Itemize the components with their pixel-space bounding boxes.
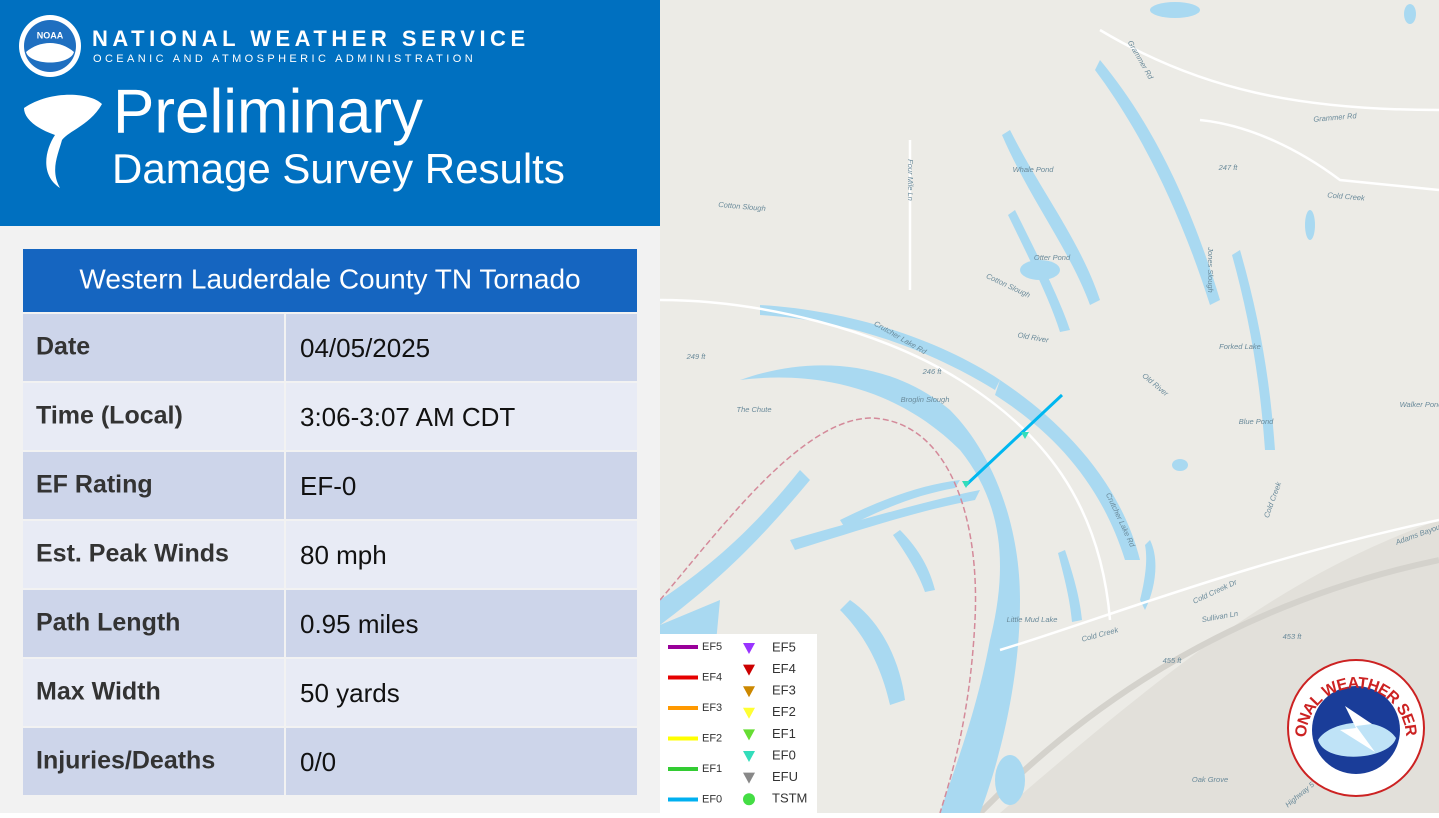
table-title: Western Lauderdale County TN Tornado bbox=[79, 263, 580, 294]
legend-label: EF1 bbox=[702, 763, 722, 775]
map-label: Grammer Rd bbox=[1313, 111, 1358, 124]
map-label: Cotton Slough bbox=[718, 200, 766, 213]
noaa-text: NOAA bbox=[37, 30, 64, 40]
map-label: Cold Creek bbox=[1327, 190, 1366, 202]
map-label: Little Mud Lake bbox=[1007, 615, 1058, 624]
row-value: 0/0 bbox=[300, 747, 336, 777]
label-cell bbox=[23, 314, 284, 381]
tornado-track bbox=[963, 393, 1064, 488]
map-label: 247 ft bbox=[1218, 163, 1239, 172]
row-value: 04/05/2025 bbox=[300, 333, 430, 363]
legend-label: EF3 bbox=[772, 683, 796, 698]
row-value: 3:06-3:07 AM CDT bbox=[300, 402, 515, 432]
ef0-marker bbox=[962, 481, 970, 488]
map-label: 453 ft bbox=[1283, 632, 1303, 641]
map-label: Oak Grove bbox=[1192, 775, 1228, 784]
map-label: 246 ft bbox=[922, 367, 943, 376]
map-label: Whale Pond bbox=[1013, 165, 1055, 174]
legend-marker bbox=[743, 751, 755, 762]
label-cell bbox=[23, 659, 284, 726]
value-cell bbox=[286, 728, 637, 795]
table-title-bar bbox=[23, 249, 637, 312]
legend-marker bbox=[743, 707, 755, 719]
legend-label: EF5 bbox=[702, 641, 722, 653]
row-label: EF Rating bbox=[36, 471, 153, 499]
row-label: Max Width bbox=[36, 678, 161, 706]
agency: NATIONAL WEATHER SERVICE bbox=[92, 26, 530, 51]
value-cell bbox=[286, 314, 637, 381]
value-cell bbox=[286, 383, 637, 450]
legend-marker bbox=[743, 686, 755, 698]
ef0-marker bbox=[1021, 432, 1029, 439]
legend-marker bbox=[743, 772, 755, 784]
map-label: Forked Lake bbox=[1219, 342, 1261, 351]
tornado-icon bbox=[24, 94, 102, 188]
legend-label: EF2 bbox=[702, 732, 722, 744]
map-label: 455 ft bbox=[1163, 656, 1183, 665]
legend-label: EFU bbox=[772, 769, 798, 784]
map-label: The Chute bbox=[736, 405, 771, 414]
value-cell bbox=[286, 452, 637, 519]
row-value: 80 mph bbox=[300, 540, 387, 570]
legend-label: EF1 bbox=[772, 726, 796, 741]
map-label: Jones Slough bbox=[1206, 246, 1215, 292]
title: Preliminary bbox=[113, 77, 423, 146]
row-value: EF-0 bbox=[300, 471, 356, 501]
row-label: Date bbox=[36, 333, 90, 361]
legend-label: TSTM bbox=[772, 791, 807, 806]
legend-marker bbox=[743, 793, 755, 806]
map-label: 249 ft bbox=[686, 352, 707, 361]
legend-label: EF4 bbox=[702, 671, 722, 683]
row-label: Est. Peak Winds bbox=[36, 540, 229, 568]
row-label: Time (Local) bbox=[36, 402, 183, 430]
map-label: Four Mile Ln bbox=[906, 159, 915, 201]
value-cell bbox=[286, 521, 637, 588]
map-label: Broglin Slough bbox=[901, 395, 950, 404]
legend bbox=[660, 634, 817, 813]
label-cell bbox=[23, 452, 284, 519]
legend-marker bbox=[743, 664, 755, 676]
legend-label: EF3 bbox=[702, 702, 722, 714]
map-label: Blue Pond bbox=[1239, 417, 1274, 426]
legend-label: EF0 bbox=[772, 747, 796, 762]
legend-label: EF0 bbox=[702, 793, 722, 805]
map-label: Otter Pond bbox=[1034, 253, 1071, 262]
label-cell bbox=[23, 728, 284, 795]
row-value: 50 yards bbox=[300, 678, 400, 708]
row-label: Injuries/Deaths bbox=[36, 747, 215, 775]
value-cell bbox=[286, 590, 637, 657]
value-cell bbox=[286, 659, 637, 726]
legend-label: EF5 bbox=[772, 639, 796, 654]
subagency: OCEANIC AND ATMOSPHERIC ADMINISTRATION bbox=[93, 53, 476, 65]
label-cell bbox=[23, 590, 284, 657]
legend-marker bbox=[743, 729, 755, 741]
label-cell bbox=[23, 521, 284, 588]
row-value: 0.95 miles bbox=[300, 609, 419, 639]
map-label: Walker Pond bbox=[1400, 400, 1439, 409]
label-cell bbox=[23, 383, 284, 450]
legend-marker bbox=[743, 643, 755, 654]
header-bar bbox=[0, 0, 660, 226]
legend-label: EF4 bbox=[772, 661, 796, 676]
row-label: Path Length bbox=[36, 609, 180, 637]
subtitle: Damage Survey Results bbox=[112, 145, 565, 192]
legend-label: EF2 bbox=[772, 704, 796, 719]
